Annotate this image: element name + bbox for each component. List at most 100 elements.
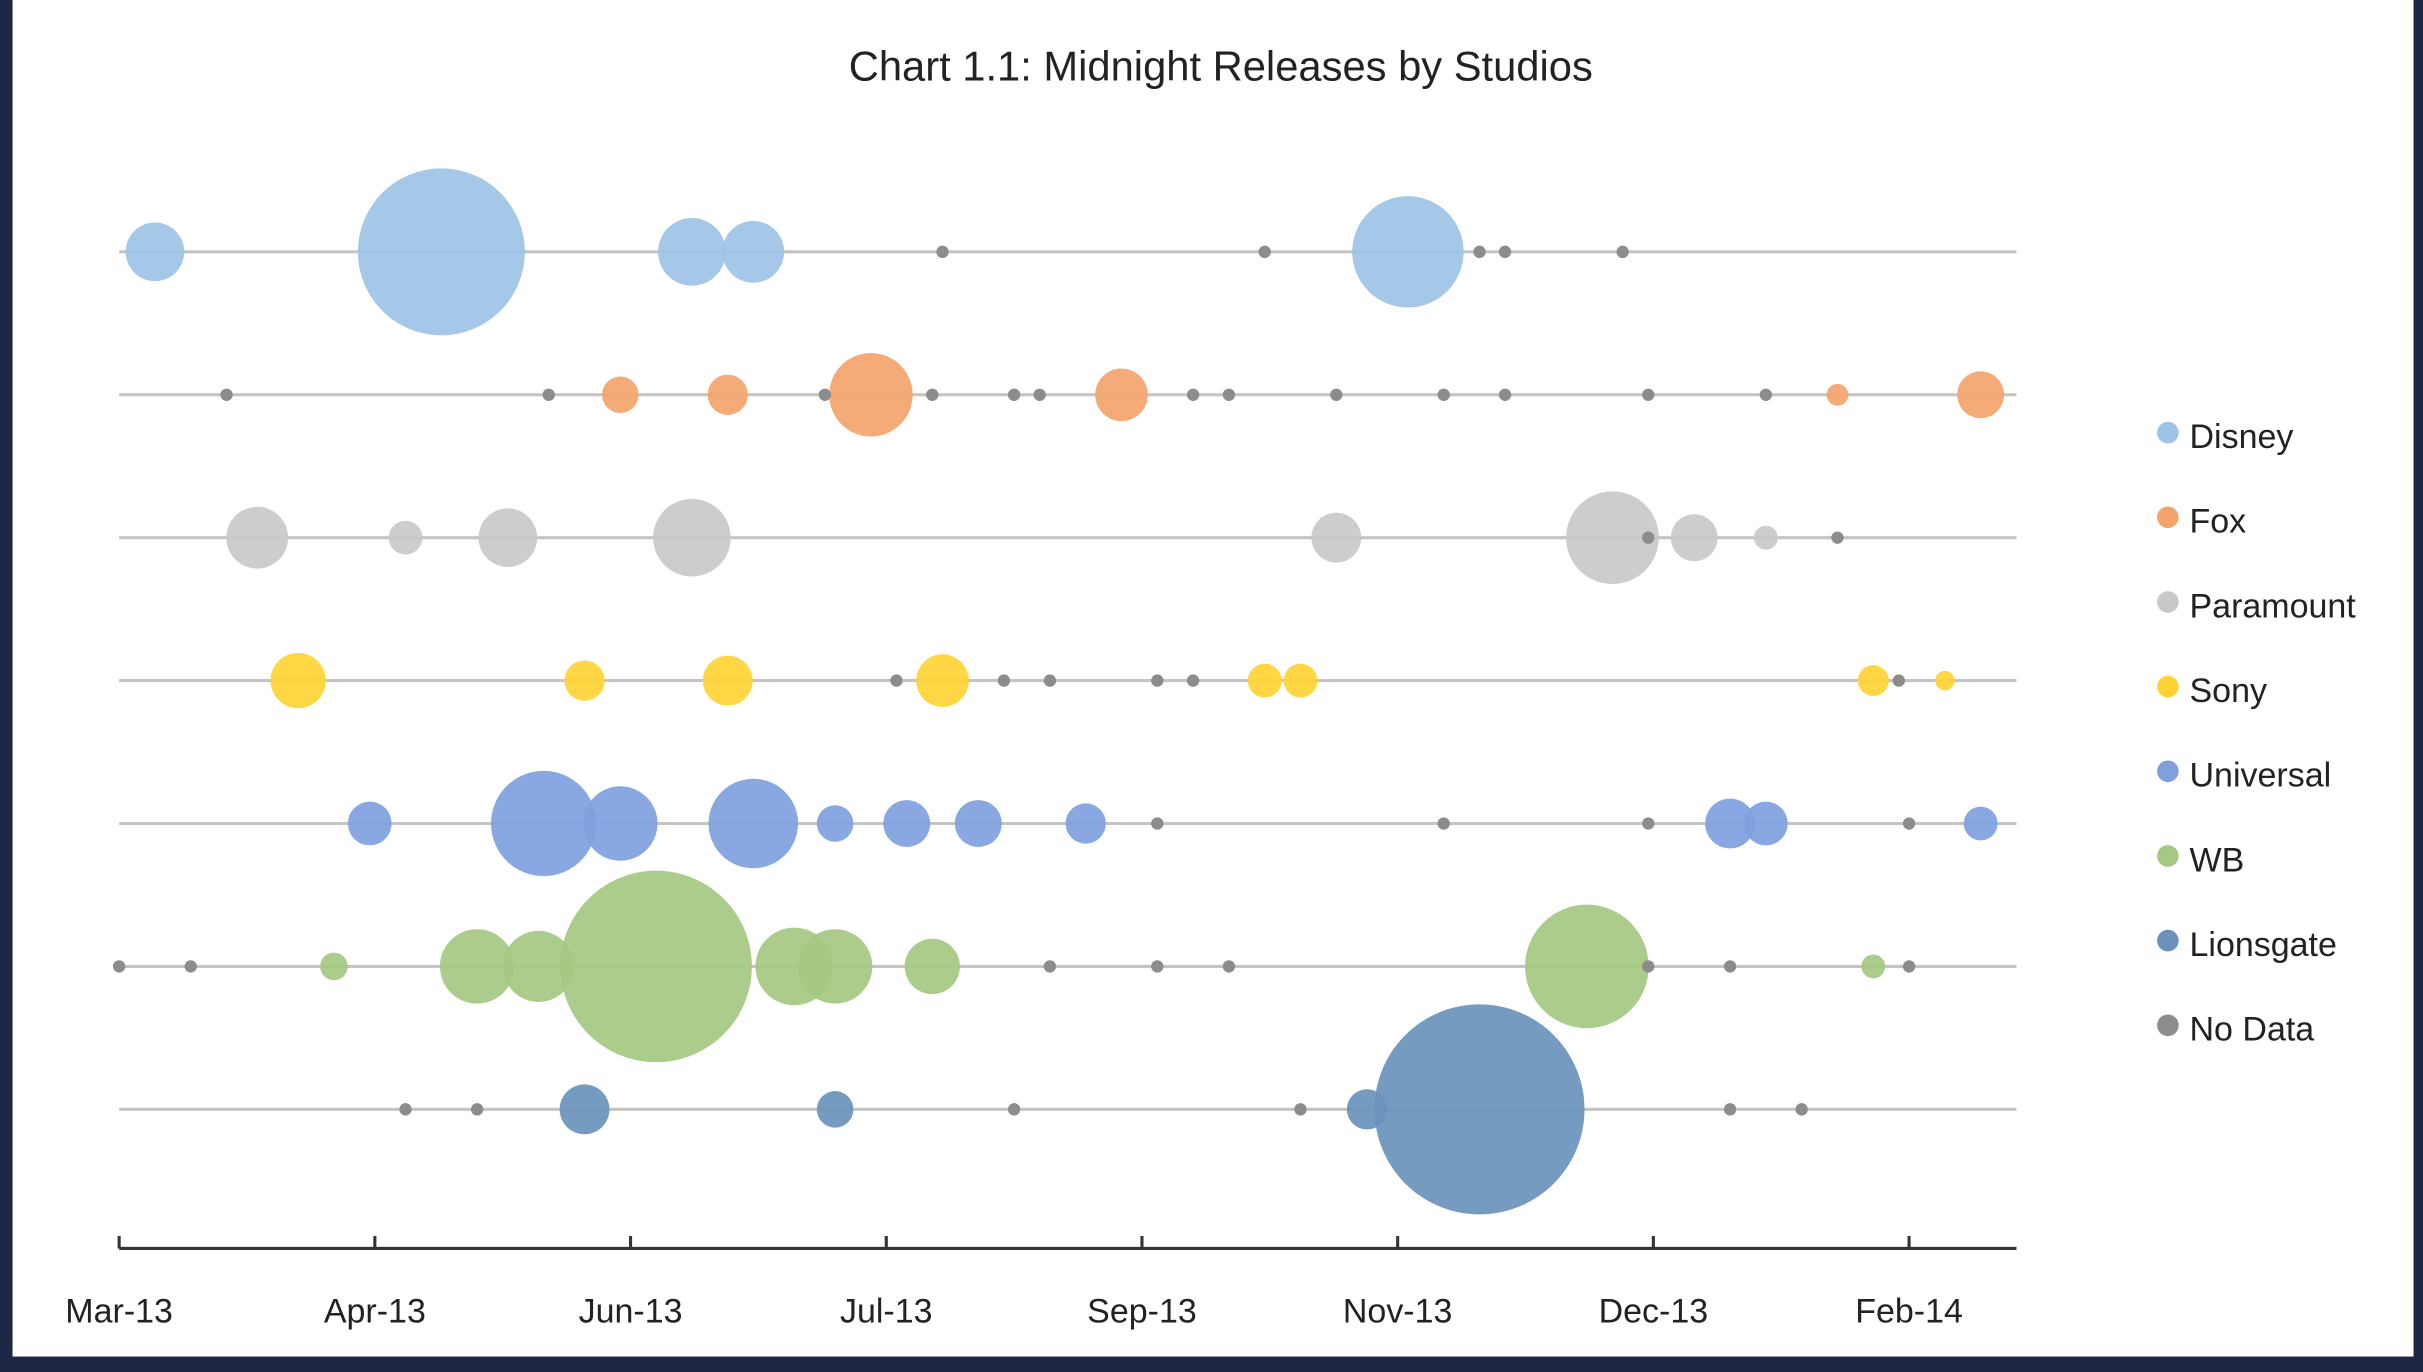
no-data-point bbox=[470, 1103, 484, 1116]
bubble-universal bbox=[883, 800, 931, 847]
no-data-point bbox=[890, 674, 903, 687]
legend-marker-icon bbox=[2157, 421, 2179, 444]
no-data-point bbox=[1902, 817, 1916, 830]
no-data-point bbox=[1186, 674, 1200, 687]
no-data-point bbox=[1151, 960, 1164, 973]
no-data-point bbox=[1437, 388, 1450, 401]
bubble-paramount bbox=[653, 498, 731, 577]
no-data-point bbox=[1498, 388, 1512, 401]
x-tick-label: Apr-13 bbox=[324, 1293, 426, 1331]
x-tick-label: Feb-14 bbox=[1855, 1293, 1963, 1331]
bubble-disney bbox=[357, 168, 525, 336]
legend: Disney Fox Paramount Sony Universal WB Lionsga… bbox=[2157, 418, 2356, 1049]
bubble-fox bbox=[602, 376, 639, 414]
bubble-sony bbox=[916, 654, 969, 707]
legend-marker-icon bbox=[2157, 506, 2179, 529]
bubble-wb bbox=[797, 929, 873, 1004]
no-data-point bbox=[1723, 1103, 1737, 1116]
bubble-wb bbox=[1525, 904, 1649, 1029]
legend-marker-icon bbox=[2157, 929, 2179, 952]
no-data-point bbox=[184, 960, 197, 973]
bubble-sony bbox=[1857, 665, 1889, 697]
bubble-universal bbox=[1744, 801, 1788, 846]
bubble-fox bbox=[707, 374, 748, 415]
bubble-sony bbox=[1935, 670, 1955, 691]
bubble-sony bbox=[1247, 663, 1282, 698]
bubble-disney bbox=[658, 217, 726, 286]
bubble-universal bbox=[583, 786, 658, 861]
legend-label: WB bbox=[2190, 841, 2245, 879]
no-data-point bbox=[1831, 531, 1844, 544]
no-data-point bbox=[1437, 817, 1450, 830]
bubble-disney bbox=[722, 220, 785, 283]
no-data-point bbox=[1151, 674, 1164, 687]
no-data-point bbox=[1033, 388, 1046, 401]
chart-title: Chart 1.1: Midnight Releases by Studios bbox=[849, 42, 1593, 89]
x-tick-label: Jul-13 bbox=[840, 1293, 933, 1331]
legend-label: Universal bbox=[2190, 757, 2332, 795]
bubble-sony bbox=[702, 655, 753, 706]
bubble-universal bbox=[1963, 806, 1998, 841]
bubble-fox bbox=[1957, 371, 2005, 419]
no-data-point bbox=[936, 245, 949, 259]
bubble-disney bbox=[125, 222, 185, 282]
legend-label: Lionsgate bbox=[2190, 926, 2337, 964]
no-data-point bbox=[1759, 388, 1773, 401]
legend-label: Sony bbox=[2190, 672, 2267, 710]
legend-label: No Data bbox=[2190, 1011, 2315, 1049]
bubble-wb bbox=[1861, 954, 1886, 979]
bubble-sony bbox=[564, 660, 605, 701]
x-tick-label: Dec-13 bbox=[1599, 1293, 1709, 1331]
bubble-wb bbox=[560, 870, 752, 1063]
no-data-point bbox=[1043, 960, 1057, 973]
bubble-paramount bbox=[226, 506, 289, 569]
legend-label: Paramount bbox=[2190, 587, 2357, 625]
no-data-point bbox=[1222, 960, 1236, 973]
bubble-fox bbox=[829, 353, 913, 437]
no-data-point bbox=[112, 960, 126, 973]
chart-background bbox=[12, 0, 2414, 1357]
no-data-point bbox=[1892, 674, 1906, 687]
bubble-wb bbox=[502, 930, 575, 1002]
no-data-point bbox=[1258, 245, 1271, 259]
bubble-fox bbox=[1095, 368, 1148, 422]
no-data-point bbox=[1642, 388, 1655, 401]
bubbles bbox=[112, 168, 2005, 1215]
x-tick-label: Sep-13 bbox=[1087, 1293, 1197, 1331]
legend-marker-icon bbox=[2157, 591, 2179, 613]
bubble-wb bbox=[320, 952, 348, 981]
bubble-lionsgate bbox=[1374, 1004, 1585, 1215]
bubble-universal bbox=[1705, 798, 1755, 849]
no-data-point bbox=[1043, 674, 1057, 687]
legend-marker-icon bbox=[2157, 845, 2179, 867]
no-data-point bbox=[1007, 388, 1021, 401]
no-data-point bbox=[997, 674, 1011, 687]
no-data-point bbox=[1642, 960, 1655, 973]
bubble-universal bbox=[490, 770, 597, 877]
no-data-point bbox=[1186, 388, 1200, 401]
x-tick-label: Nov-13 bbox=[1343, 1293, 1453, 1331]
legend-marker-icon bbox=[2157, 1014, 2179, 1037]
bubble-disney bbox=[1352, 196, 1464, 308]
bubble-lionsgate bbox=[816, 1091, 854, 1128]
legend-label: Fox bbox=[2190, 503, 2247, 541]
legend-label: Disney bbox=[2190, 418, 2294, 456]
legend-marker-icon bbox=[2157, 675, 2179, 698]
bubble-wb bbox=[439, 929, 515, 1004]
no-data-point bbox=[1902, 960, 1916, 973]
bubble-paramount bbox=[1566, 491, 1659, 585]
x-tick-label: Jun-13 bbox=[579, 1293, 683, 1331]
bubble-universal bbox=[954, 800, 1002, 847]
bubble-lionsgate bbox=[559, 1084, 610, 1135]
no-data-point bbox=[1498, 245, 1512, 259]
bubble-sony bbox=[1283, 663, 1318, 698]
x-tick-label: Mar-13 bbox=[65, 1293, 173, 1331]
no-data-point bbox=[1330, 388, 1343, 401]
bubble-universal bbox=[708, 778, 799, 869]
no-data-point bbox=[1007, 1103, 1021, 1116]
bubble-sony bbox=[270, 652, 326, 709]
no-data-point bbox=[1222, 388, 1236, 401]
no-data-point bbox=[1473, 245, 1486, 259]
no-data-point bbox=[399, 1103, 412, 1116]
no-data-point bbox=[926, 388, 939, 401]
